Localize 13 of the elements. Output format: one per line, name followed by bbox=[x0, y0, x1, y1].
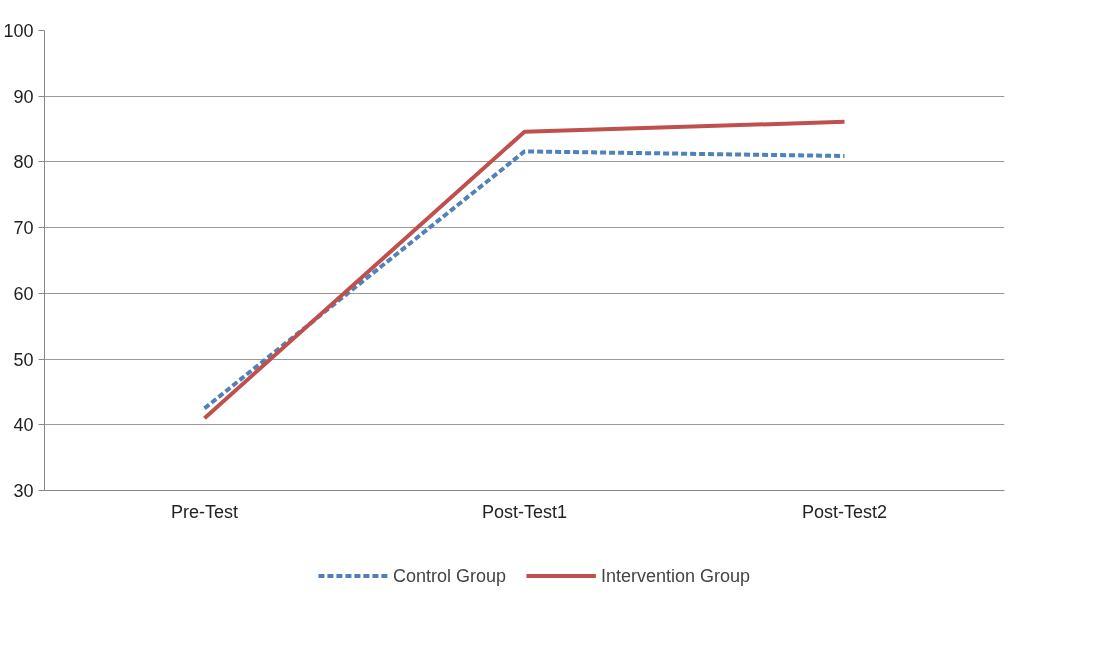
y-tick-label: 30 bbox=[13, 481, 34, 501]
x-tick-label: Post-Test1 bbox=[481, 501, 568, 522]
legend-label: Intervention Group bbox=[600, 565, 751, 587]
x-tick-label: Post-Test2 bbox=[801, 501, 888, 522]
y-tick-label: 90 bbox=[13, 86, 34, 107]
y-tick-label: 70 bbox=[13, 218, 34, 239]
y-tick-label: 40 bbox=[13, 415, 34, 436]
y-tick-label: 50 bbox=[13, 349, 34, 370]
x-tick-label: Pre-Test bbox=[170, 501, 239, 522]
legend-label: Control Group bbox=[392, 565, 506, 587]
y-tick-label: 60 bbox=[13, 283, 34, 304]
y-tick-label: 80 bbox=[13, 152, 34, 173]
y-tick-label: 100 bbox=[3, 21, 34, 41]
